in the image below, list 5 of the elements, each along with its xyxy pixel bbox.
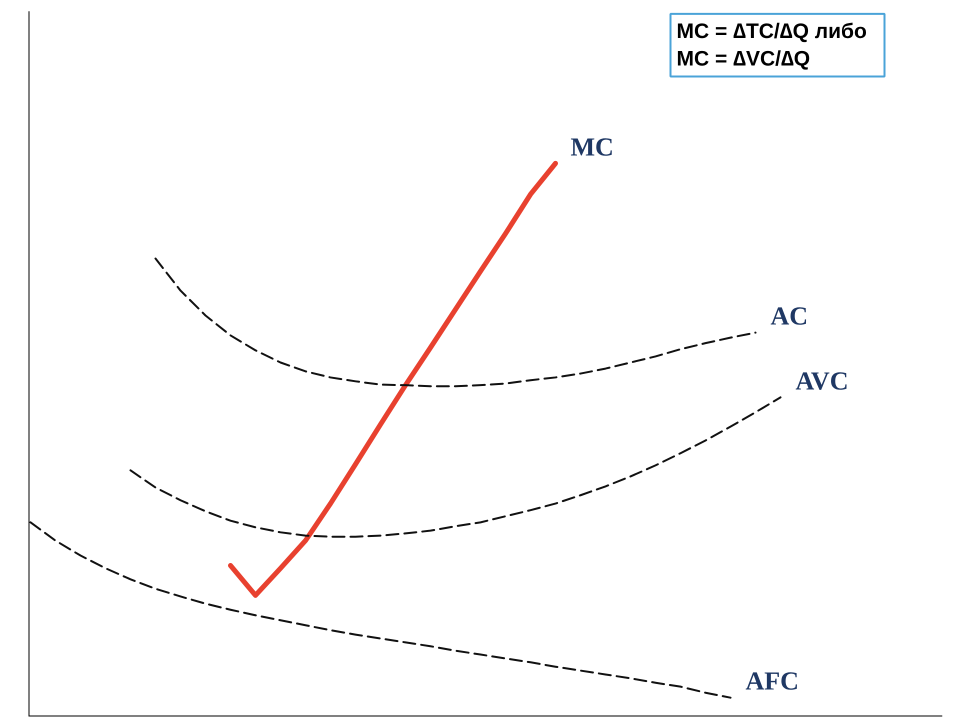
series-label: AVC (796, 366, 848, 396)
text: MC = ∆TC/∆Q либо MC = ∆VC/∆Q (676, 20, 867, 70)
series-label: AFC (746, 666, 799, 696)
series-label: AC (770, 302, 808, 331)
series-label: MC (570, 132, 614, 162)
